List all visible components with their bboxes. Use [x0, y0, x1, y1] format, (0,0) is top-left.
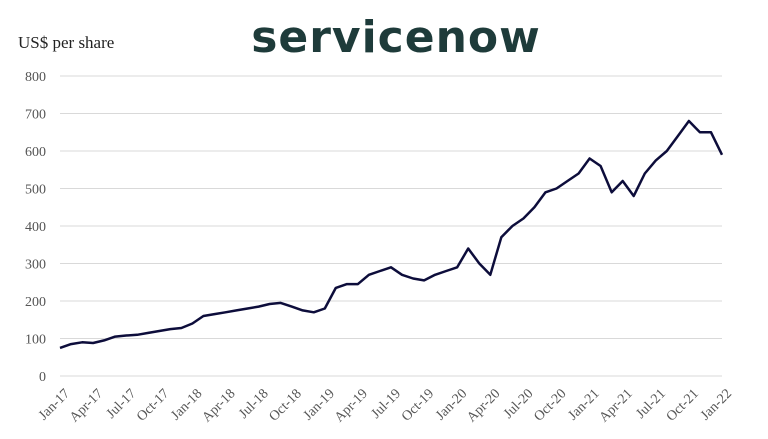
x-tick-label: Oct-20 [531, 386, 569, 424]
x-tick-label: Jul-20 [501, 386, 536, 421]
x-tick-label: Jul-17 [104, 386, 139, 421]
x-tick-label: Apr-20 [464, 386, 503, 425]
x-tick-label: Jan-20 [433, 386, 470, 423]
y-tick-label: 300 [25, 258, 46, 273]
x-tick-label: Oct-18 [267, 386, 305, 424]
x-tick-label: Oct-21 [664, 386, 702, 424]
x-tick-label: Oct-17 [134, 386, 172, 424]
x-tick-label: Apr-18 [200, 386, 239, 425]
y-tick-label: 200 [25, 295, 46, 310]
x-tick-label: Oct-19 [399, 386, 437, 424]
y-tick-label: 600 [25, 145, 46, 160]
x-tick-label: Apr-21 [597, 386, 636, 425]
x-tick-label: Jul-19 [369, 386, 404, 421]
price-line [59, 119, 724, 350]
y-axis-label: US$ per share [18, 33, 114, 52]
y-tick-label: 100 [25, 333, 46, 348]
chart-title: servicenow [251, 12, 541, 63]
y-tick-label: 400 [25, 220, 46, 235]
x-tick-label: Jan-22 [698, 386, 735, 423]
y-tick-label: 0 [39, 370, 46, 385]
x-tick-label: Apr-19 [332, 386, 371, 425]
x-tick-label: Apr-17 [67, 386, 106, 425]
x-tick-label: Jan-21 [566, 386, 603, 423]
x-tick-label: Jan-19 [301, 386, 338, 423]
x-tick-label: Jul-21 [633, 386, 668, 421]
x-tick-label: Jan-18 [168, 386, 205, 423]
x-tick-label: Jul-18 [236, 386, 271, 421]
y-tick-label: 800 [25, 70, 46, 85]
y-tick-label: 500 [25, 183, 46, 198]
x-tick-label: Jan-17 [36, 386, 73, 423]
y-tick-label: 700 [25, 108, 46, 123]
